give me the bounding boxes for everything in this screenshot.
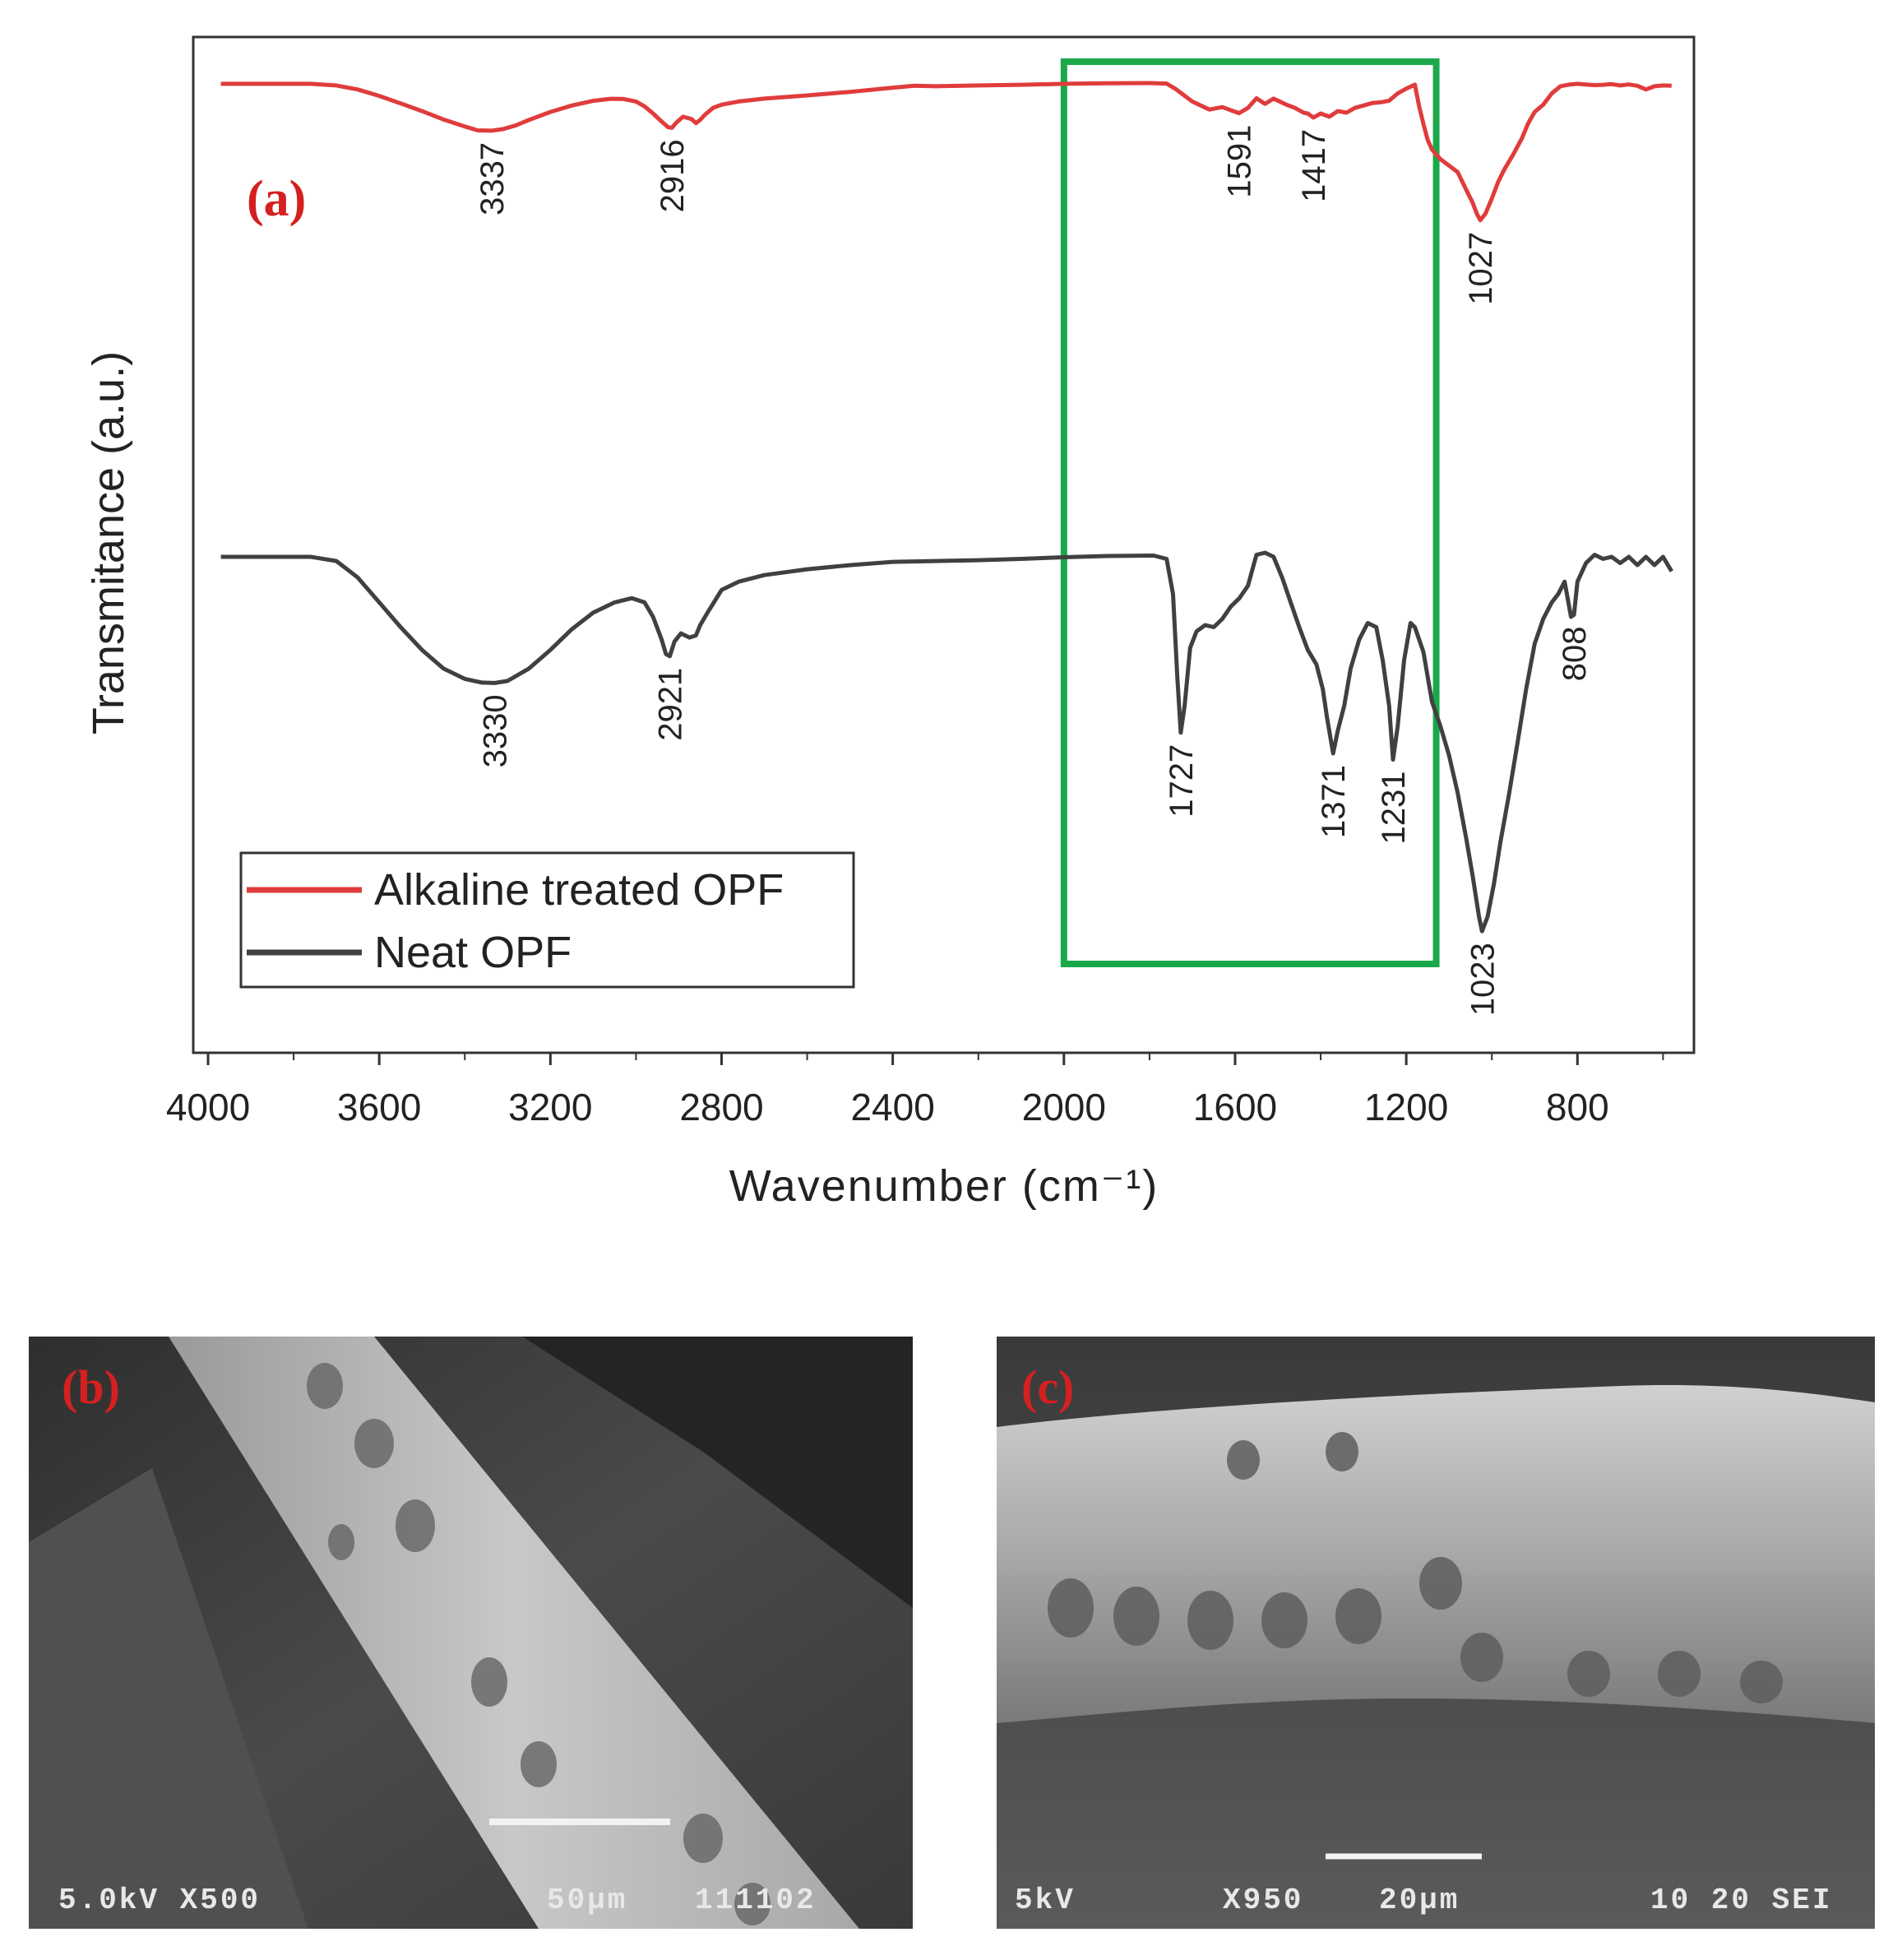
peak-label-3330: 3330 [478, 694, 514, 767]
series-lines [220, 81, 1673, 934]
sem-b-extra: 111102 [695, 1884, 817, 1917]
x-tick-label-2800: 2800 [679, 1086, 763, 1128]
x-axis-tick-labels: 4000 3600 3200 2800 2400 2000 1600 1200 800 [166, 1086, 1609, 1128]
x-tick-label-2400: 2400 [850, 1086, 934, 1128]
sem-image-c: (c) 5kV X950 20µm 10 20 SEI [997, 1337, 1875, 1929]
legend: Alkaline treated OPF Neat OPF [239, 851, 855, 989]
panel-label-b: (b) [62, 1360, 120, 1414]
peak-label-2921: 2921 [653, 668, 689, 741]
legend-label-neat: Neat OPF [374, 928, 572, 977]
series-line-0 [220, 81, 1672, 223]
peak-label-1231: 1231 [1376, 771, 1412, 845]
sem-b-voltage-mag: 5.0kV X500 [58, 1884, 261, 1917]
peak-label-3337: 3337 [474, 142, 511, 215]
sem-c-voltage: 5kV [1015, 1884, 1076, 1917]
sem-fiber-c [997, 1337, 1875, 1929]
peak-label-1371: 1371 [1316, 765, 1352, 838]
peak-annotations: 3337 2916 1591 1417 1027 3330 2921 1727 1371 1231… [474, 125, 1593, 1017]
x-axis-ticks [206, 1053, 1664, 1065]
peak-label-1417: 1417 [1296, 129, 1332, 202]
sem-c-extra: 10 20 SEI [1650, 1884, 1833, 1917]
sem-b-scale: 50µm [547, 1884, 628, 1917]
panel-label-a: (a) [247, 171, 306, 227]
x-tick-label-800: 800 [1546, 1086, 1609, 1128]
highlight-box [1060, 58, 1440, 967]
peak-label-808: 808 [1557, 627, 1593, 682]
legend-frame [239, 851, 855, 989]
x-tick-label-2000: 2000 [1022, 1086, 1106, 1128]
legend-label-alkaline: Alkaline treated OPF [374, 865, 784, 915]
x-tick-label-3600: 3600 [337, 1086, 421, 1128]
x-tick-label-1200: 1200 [1364, 1086, 1448, 1128]
peak-label-2916: 2916 [655, 139, 691, 212]
peak-label-1023: 1023 [1465, 943, 1501, 1016]
sem-image-b: (b) 5.0kV X500 50µm 111102 [29, 1337, 913, 1929]
sem-fiber-b [29, 1337, 913, 1929]
plot-frame [192, 35, 1696, 1054]
sem-c-scale: 20µm [1379, 1884, 1460, 1917]
x-axis-label: Wavenumber (cm⁻¹) [729, 1161, 1159, 1211]
peak-label-1727: 1727 [1164, 744, 1200, 818]
x-tick-label-1600: 1600 [1193, 1086, 1277, 1128]
y-axis-label: Transmitance (a.u.) [84, 351, 133, 734]
ftir-chart: 4000 3600 3200 2800 2400 2000 1600 1200 800 3337… [84, 35, 1696, 1211]
panel-label-c: (c) [1021, 1360, 1075, 1414]
peak-label-1591: 1591 [1222, 125, 1258, 198]
x-tick-label-3200: 3200 [508, 1086, 592, 1128]
series-line-1 [220, 550, 1673, 934]
peak-label-1027: 1027 [1463, 232, 1499, 305]
x-tick-label-4000: 4000 [166, 1086, 250, 1128]
sem-c-magnification: X950 [1223, 1884, 1304, 1917]
